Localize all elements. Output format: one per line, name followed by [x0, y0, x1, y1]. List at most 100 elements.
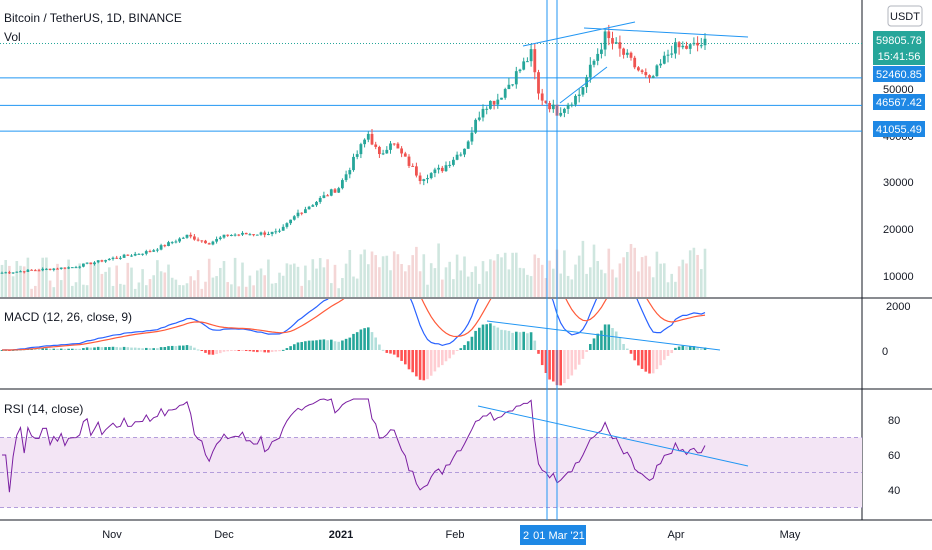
volume-bar: [233, 257, 237, 297]
volume-bar: [74, 282, 78, 297]
volume-bar: [633, 247, 636, 297]
volume-bar: [559, 273, 562, 297]
macd-label: MACD (12, 26, close, 9): [4, 310, 132, 324]
candle-body: [392, 143, 396, 145]
volume-bar: [37, 268, 41, 297]
volume-bar: [459, 270, 463, 297]
volume-bar: [56, 263, 59, 297]
rsi-tick-60: 60: [888, 450, 900, 462]
rsi-line: [2, 398, 706, 493]
macd-histogram-bar: [700, 348, 703, 350]
candle-body: [167, 242, 170, 247]
candle-body: [489, 100, 492, 109]
candle-body: [222, 234, 226, 238]
volume-bar: [219, 267, 222, 297]
macd-histogram-bar: [122, 346, 126, 350]
last-price-tag: 59805.78 15:41:56: [873, 31, 925, 65]
volume-bar: [626, 251, 629, 297]
volume-bar: [270, 283, 274, 297]
volume-bar: [492, 260, 496, 297]
volume-bar: [326, 259, 329, 297]
macd-histogram-bar: [577, 350, 581, 365]
candle-body: [618, 42, 622, 49]
macd-histogram-bar: [629, 350, 633, 354]
macd-histogram-bar: [640, 350, 644, 369]
macd-histogram-bar: [478, 327, 481, 350]
candle-body: [211, 241, 215, 245]
candle-body: [178, 238, 181, 242]
candle-body: [130, 255, 133, 257]
candle-body: [492, 100, 496, 105]
volume-bar: [344, 263, 348, 297]
candle-body: [437, 167, 440, 170]
level-value-52460: 52460.85: [876, 69, 922, 81]
volume-bar: [333, 264, 337, 297]
volume-bar: [211, 277, 215, 297]
candle-body: [122, 254, 126, 258]
macd-histogram-bar: [570, 350, 574, 376]
candle-body: [655, 65, 659, 77]
crosshair-date-tag-left: 2: [520, 525, 532, 545]
candle-body: [544, 100, 548, 104]
candle-body: [255, 234, 259, 236]
volume-bar: [659, 263, 662, 297]
candle-body: [315, 201, 318, 206]
price-tick-10000: 10000: [883, 271, 914, 283]
macd-histogram-bar: [459, 348, 463, 350]
volume-bar: [244, 286, 248, 297]
macd-histogram-bar: [626, 348, 629, 350]
candle-body: [514, 71, 518, 85]
candle-body: [263, 232, 267, 235]
candle-body: [144, 251, 148, 254]
volume-bar: [600, 269, 603, 297]
macd-histogram-bar: [34, 348, 37, 350]
macd-histogram-bar: [326, 340, 329, 350]
macd-histogram-bar: [452, 350, 455, 355]
candle-body: [574, 95, 577, 105]
volume-bar: [433, 268, 437, 297]
candle-body: [674, 42, 677, 54]
macd-histogram-bar: [529, 332, 533, 350]
currency-button[interactable]: USDT: [887, 5, 923, 27]
macd-histogram-bar: [370, 332, 374, 350]
candle-body: [26, 269, 30, 272]
macd-histogram-bar: [381, 349, 385, 351]
macd-histogram-bar: [522, 331, 525, 350]
candle-body: [448, 164, 452, 166]
candle-body: [389, 143, 392, 150]
macd-histogram-bar: [270, 350, 274, 353]
volume-bar: [174, 279, 178, 297]
volume-bar: [189, 276, 192, 297]
volume-bar: [196, 270, 200, 297]
candle-body: [344, 174, 348, 181]
volume-bar: [274, 283, 278, 297]
macd-histogram-bar: [252, 350, 255, 352]
last-price-value: 59805.78: [876, 35, 922, 47]
macd-histogram-bar: [611, 328, 614, 350]
candle-body: [455, 154, 459, 160]
candle-body: [503, 89, 507, 98]
volume-bar: [688, 250, 692, 297]
volume-bar: [448, 261, 451, 297]
volume-bar: [415, 246, 418, 297]
volume-bar: [526, 274, 529, 297]
candle-body: [0, 272, 4, 274]
macd-histogram-bar: [544, 350, 548, 374]
macd-histogram-bar: [552, 350, 555, 382]
candle-body: [33, 270, 37, 272]
volume-bar: [4, 259, 7, 297]
volume-bar: [463, 256, 466, 297]
volume-bar: [522, 268, 525, 297]
candle-body: [304, 209, 307, 214]
trendline-channel-top: [522, 21, 636, 47]
candle-body: [181, 237, 185, 239]
volume-bar: [170, 277, 174, 297]
candle-body: [41, 268, 45, 271]
candle-body: [226, 234, 230, 236]
candle-body: [696, 42, 699, 46]
volume-bar: [126, 262, 130, 297]
candle-body: [233, 234, 237, 236]
volume-bar: [404, 271, 407, 297]
